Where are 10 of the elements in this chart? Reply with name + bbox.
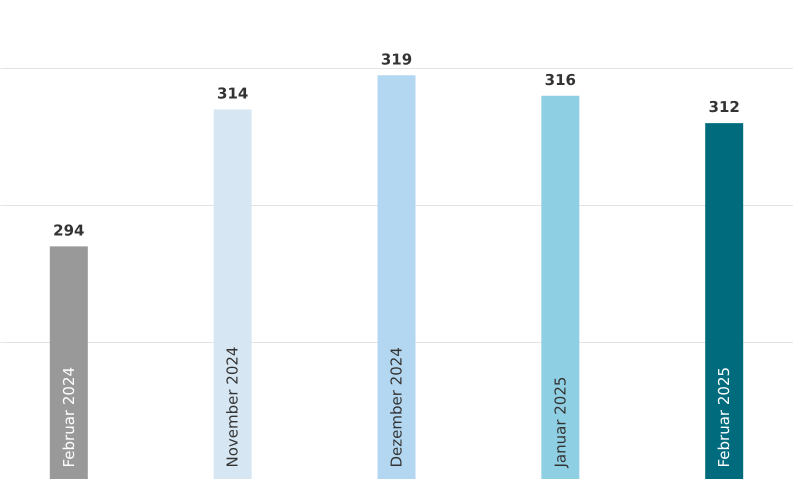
data-label: 312 xyxy=(708,98,740,116)
data-label: 319 xyxy=(380,50,412,68)
x-tick-label: Januar 2025 xyxy=(551,376,570,468)
x-tick-label: November 2024 xyxy=(224,346,242,468)
data-label: 316 xyxy=(544,70,576,89)
x-tick-label: Februar 2025 xyxy=(715,366,734,468)
x-tick-label: Dezember 2024 xyxy=(388,347,406,468)
data-label: 294 xyxy=(53,221,84,240)
data-label: 314 xyxy=(217,84,248,102)
x-tick-label: Februar 2024 xyxy=(60,366,78,468)
